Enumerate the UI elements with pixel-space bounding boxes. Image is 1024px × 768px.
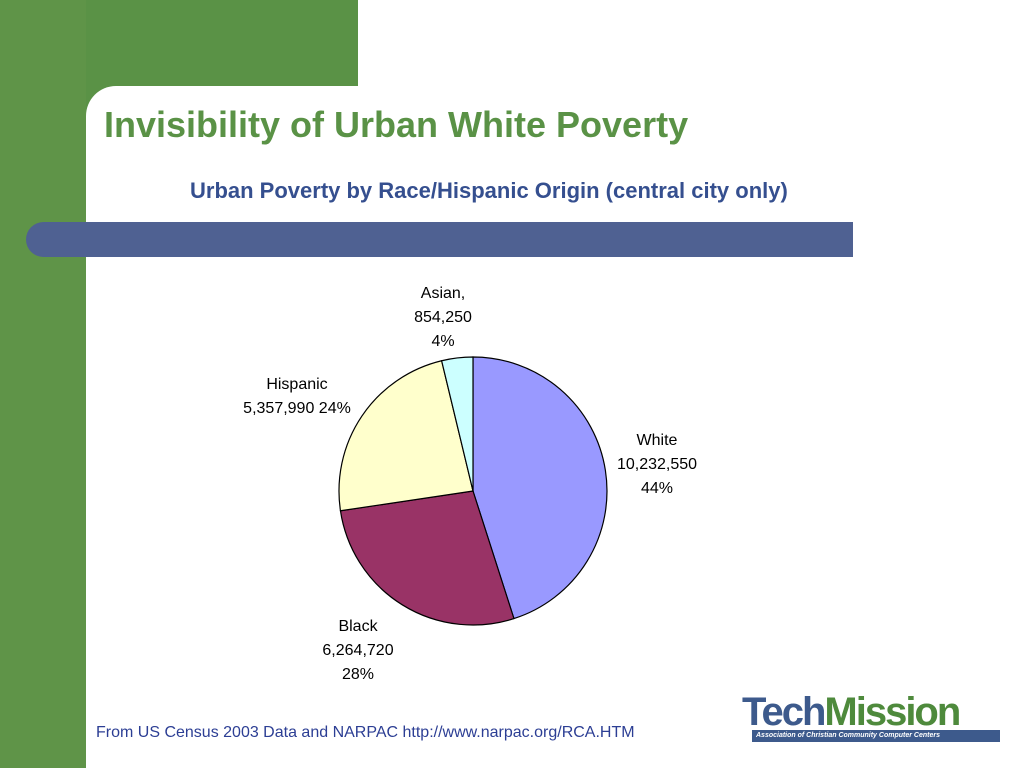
pie-slice-black — [339, 490, 515, 626]
decor-top-block — [48, 0, 358, 146]
slice-label-asian: Asian, 854,250 4% — [414, 285, 472, 350]
decor-left-band — [0, 0, 86, 768]
pie-slice-white — [472, 356, 608, 620]
logo-mission-text: Mission — [824, 690, 961, 734]
slice-label-hispanic: Hispanic 5,357,990 24% — [243, 376, 351, 417]
pie-slice-hispanic — [338, 360, 474, 512]
logo-wordmark: TechMission — [742, 690, 961, 735]
title-divider-bar — [26, 222, 853, 257]
logo-tagline: Association of Christian Community Compu… — [752, 730, 1000, 742]
source-footnote: From US Census 2003 Data and NARPAC http… — [96, 724, 635, 741]
slice-label-black: Black 6,264,720 28% — [322, 618, 393, 683]
techmission-logo: TechMission Association of Christian Com… — [742, 690, 1002, 742]
chart-title: Urban Poverty by Race/Hispanic Origin (c… — [190, 178, 788, 203]
slice-label-white: White 10,232,550 44% — [617, 432, 697, 497]
pie-slice-asian — [440, 356, 474, 492]
logo-tech-text: Tech — [742, 690, 826, 734]
slide-title: Invisibility of Urban White Poverty — [104, 104, 689, 145]
pie-chart: White 10,232,550 44% Black 6,264,720 28% Hispa… — [243, 285, 697, 683]
